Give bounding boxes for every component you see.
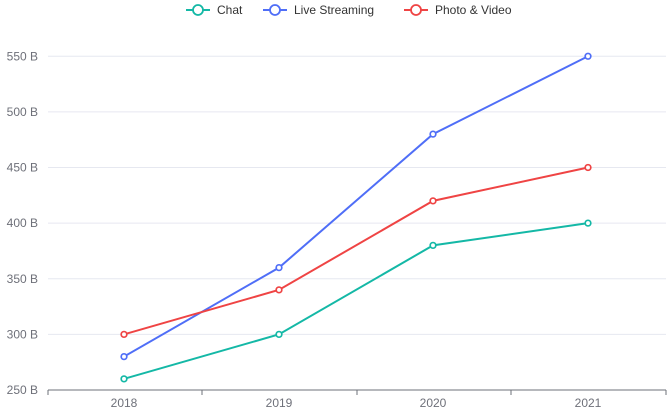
data-point[interactable] (275, 263, 283, 272)
data-point[interactable] (120, 375, 128, 383)
legend-label: Photo & Video (435, 3, 512, 17)
legend-label: Chat (217, 3, 243, 17)
legend-item[interactable]: Chat (186, 3, 243, 17)
y-tick-label: 300 B (7, 327, 38, 341)
data-point[interactable] (429, 241, 437, 250)
y-tick-label: 400 B (7, 216, 38, 230)
x-tick-label: 2021 (575, 396, 602, 410)
data-point[interactable] (120, 352, 128, 361)
legend-item[interactable]: Photo & Video (404, 3, 512, 17)
y-tick-label: 450 B (7, 161, 38, 175)
axis-layer: 250 B 300 B 350 B 400 B 450 B 500 B 550 B 2018 2… (7, 49, 667, 410)
data-point[interactable] (429, 130, 437, 138)
legend-marker-icon (269, 4, 281, 16)
grid-layer (48, 55, 666, 335)
x-tick-label: 2019 (266, 396, 293, 410)
legend-marker-icon (192, 4, 204, 16)
legend-item[interactable]: Live Streaming (263, 3, 374, 17)
y-tick-label: 550 B (7, 49, 38, 63)
data-point[interactable] (429, 197, 437, 205)
data-point[interactable] (120, 330, 128, 339)
y-tick-label: 350 B (7, 272, 38, 286)
data-point[interactable] (275, 286, 283, 294)
legend[interactable]: Chat Live Streaming Photo & Video (186, 3, 512, 17)
series-line (123, 222, 589, 380)
y-tick-label: 500 B (7, 105, 38, 119)
data-point[interactable] (584, 52, 592, 60)
series-line (123, 166, 589, 336)
series-line (123, 55, 589, 358)
x-tick-label: 2018 (111, 396, 138, 410)
y-tick-label: 250 B (7, 383, 38, 397)
legend-marker-icon (410, 4, 422, 16)
legend-label: Live Streaming (294, 3, 374, 17)
data-point[interactable] (584, 163, 592, 172)
x-tick-label: 2020 (420, 396, 447, 410)
data-point[interactable] (584, 219, 592, 227)
data-point[interactable] (275, 330, 283, 339)
series-layer (120, 52, 592, 383)
